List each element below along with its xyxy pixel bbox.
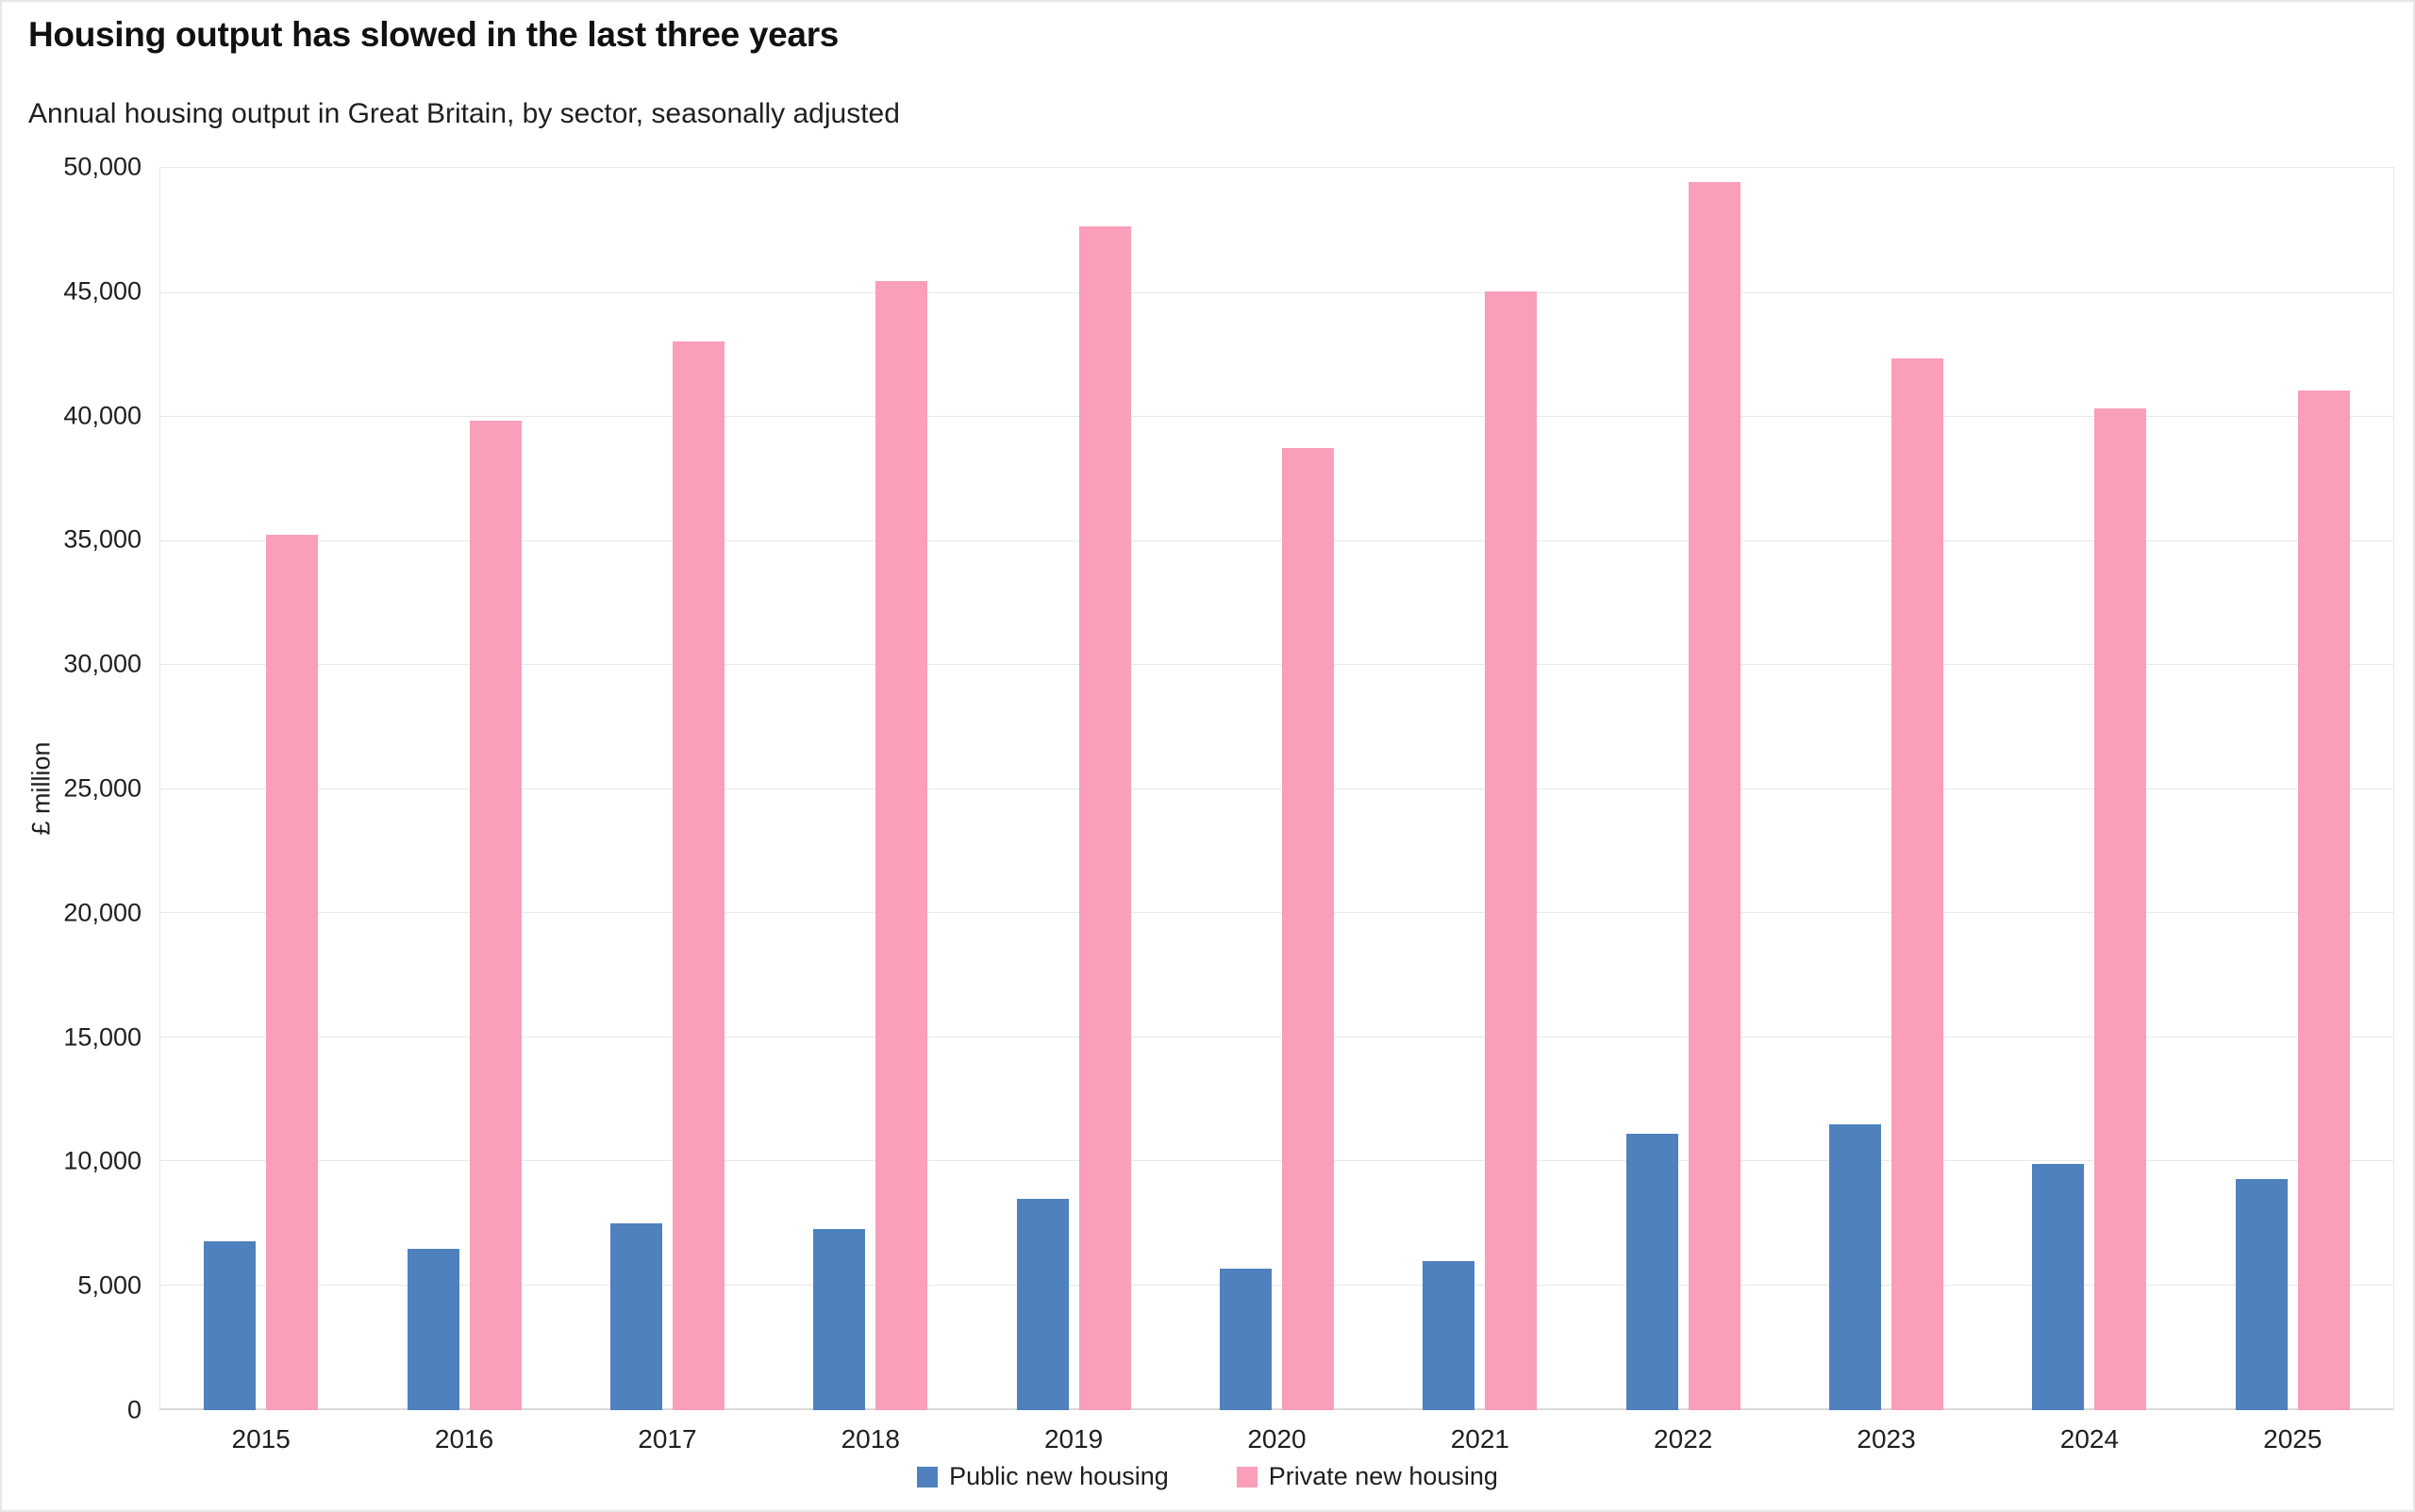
legend-label: Private new housing bbox=[1268, 1462, 1498, 1490]
x-tick-label: 2023 bbox=[1857, 1424, 1916, 1454]
bar-private-new-housing-2021 bbox=[1485, 291, 1538, 1410]
bar-private-new-housing-2024 bbox=[2094, 407, 2147, 1410]
gridline bbox=[160, 664, 2393, 665]
bar-public-new-housing-2015 bbox=[204, 1240, 257, 1410]
bar-group-2019 bbox=[972, 167, 1174, 1410]
bar-public-new-housing-2020 bbox=[1219, 1268, 1272, 1410]
y-tick-label: 50,000 bbox=[63, 152, 142, 181]
x-tick-label: 2015 bbox=[231, 1424, 291, 1454]
x-tick-label: 2025 bbox=[2263, 1424, 2323, 1454]
x-axis-tick-labels: 2015 2016 2017 2018 2019 2020 2021 2022 2023 2024… bbox=[159, 1424, 2394, 1454]
bar-private-new-housing-2025 bbox=[2297, 390, 2350, 1410]
gridline bbox=[160, 912, 2393, 913]
y-tick-label: 45,000 bbox=[63, 276, 142, 306]
bar-public-new-housing-2021 bbox=[1423, 1260, 1475, 1410]
bar-group-2018 bbox=[769, 167, 972, 1410]
y-tick-label: 30,000 bbox=[63, 649, 142, 678]
bar-private-new-housing-2017 bbox=[672, 341, 724, 1410]
x-tick-label: 2021 bbox=[1450, 1424, 1509, 1454]
bar-private-new-housing-2019 bbox=[1078, 226, 1131, 1410]
y-tick-label: 35,000 bbox=[63, 524, 142, 554]
legend-label: Public new housing bbox=[949, 1462, 1169, 1490]
bar-public-new-housing-2017 bbox=[609, 1223, 662, 1410]
bar-public-new-housing-2024 bbox=[2032, 1164, 2085, 1410]
bar-group-2025 bbox=[2191, 167, 2394, 1410]
x-tick-label: 2017 bbox=[638, 1424, 697, 1454]
y-axis-tick-labels: 0 5,000 10,000 15,000 20,000 25,000 30,000 35,0… bbox=[2, 154, 142, 1422]
bar-public-new-housing-2018 bbox=[813, 1228, 866, 1410]
y-tick-label: 40,000 bbox=[63, 401, 142, 430]
x-tick-label: 2018 bbox=[841, 1424, 900, 1454]
y-tick-label: 10,000 bbox=[63, 1146, 142, 1175]
y-tick-label: 5,000 bbox=[77, 1271, 142, 1300]
bar-private-new-housing-2016 bbox=[469, 420, 522, 1410]
bar-group-2021 bbox=[1378, 167, 1581, 1410]
legend-swatch-icon bbox=[1236, 1466, 1257, 1487]
chart-subtitle: Annual housing output in Great Britain, … bbox=[28, 98, 900, 129]
bar-private-new-housing-2022 bbox=[1688, 181, 1740, 1410]
bar-group-2015 bbox=[159, 167, 362, 1410]
gridline bbox=[160, 540, 2393, 541]
gridline bbox=[160, 1036, 2393, 1038]
gridline bbox=[160, 416, 2393, 417]
bar-public-new-housing-2022 bbox=[1625, 1134, 1678, 1410]
bar-group-2023 bbox=[1785, 167, 1988, 1410]
gridline bbox=[160, 291, 2393, 293]
bar-private-new-housing-2020 bbox=[1281, 447, 1334, 1410]
x-tick-label: 2020 bbox=[1247, 1424, 1307, 1454]
bar-private-new-housing-2018 bbox=[875, 281, 928, 1410]
gridline bbox=[160, 1160, 2393, 1161]
legend-item-public-new-housing: Public new housing bbox=[917, 1462, 1169, 1491]
bar-group-2017 bbox=[566, 167, 769, 1410]
y-tick-label: 25,000 bbox=[63, 773, 142, 803]
x-tick-label: 2022 bbox=[1654, 1424, 1713, 1454]
legend-item-private-new-housing: Private new housing bbox=[1236, 1462, 1498, 1491]
legend-swatch-icon bbox=[917, 1466, 939, 1487]
plot-area bbox=[159, 167, 2394, 1410]
bar-public-new-housing-2016 bbox=[407, 1248, 459, 1410]
x-tick-label: 2016 bbox=[434, 1424, 494, 1454]
legend: Public new housing Private new housing bbox=[2, 1462, 2413, 1491]
y-tick-label: 20,000 bbox=[63, 898, 142, 927]
y-tick-label: 15,000 bbox=[63, 1022, 142, 1052]
bar-public-new-housing-2023 bbox=[1829, 1123, 1882, 1410]
bar-group-2024 bbox=[1988, 167, 2190, 1410]
bar-group-2020 bbox=[1175, 167, 1378, 1410]
gridline bbox=[160, 1284, 2393, 1286]
bar-public-new-housing-2025 bbox=[2235, 1178, 2288, 1410]
bar-private-new-housing-2015 bbox=[266, 535, 319, 1410]
x-tick-label: 2024 bbox=[2059, 1424, 2120, 1454]
chart-title: Housing output has slowed in the last th… bbox=[28, 15, 840, 54]
bar-private-new-housing-2023 bbox=[1891, 357, 1944, 1410]
bar-groups bbox=[159, 167, 2394, 1410]
y-tick-label: 0 bbox=[126, 1395, 142, 1424]
x-tick-label: 2019 bbox=[1043, 1424, 1104, 1454]
bar-group-2016 bbox=[362, 167, 565, 1410]
bar-public-new-housing-2019 bbox=[1016, 1198, 1069, 1410]
bar-group-2022 bbox=[1582, 167, 1785, 1410]
